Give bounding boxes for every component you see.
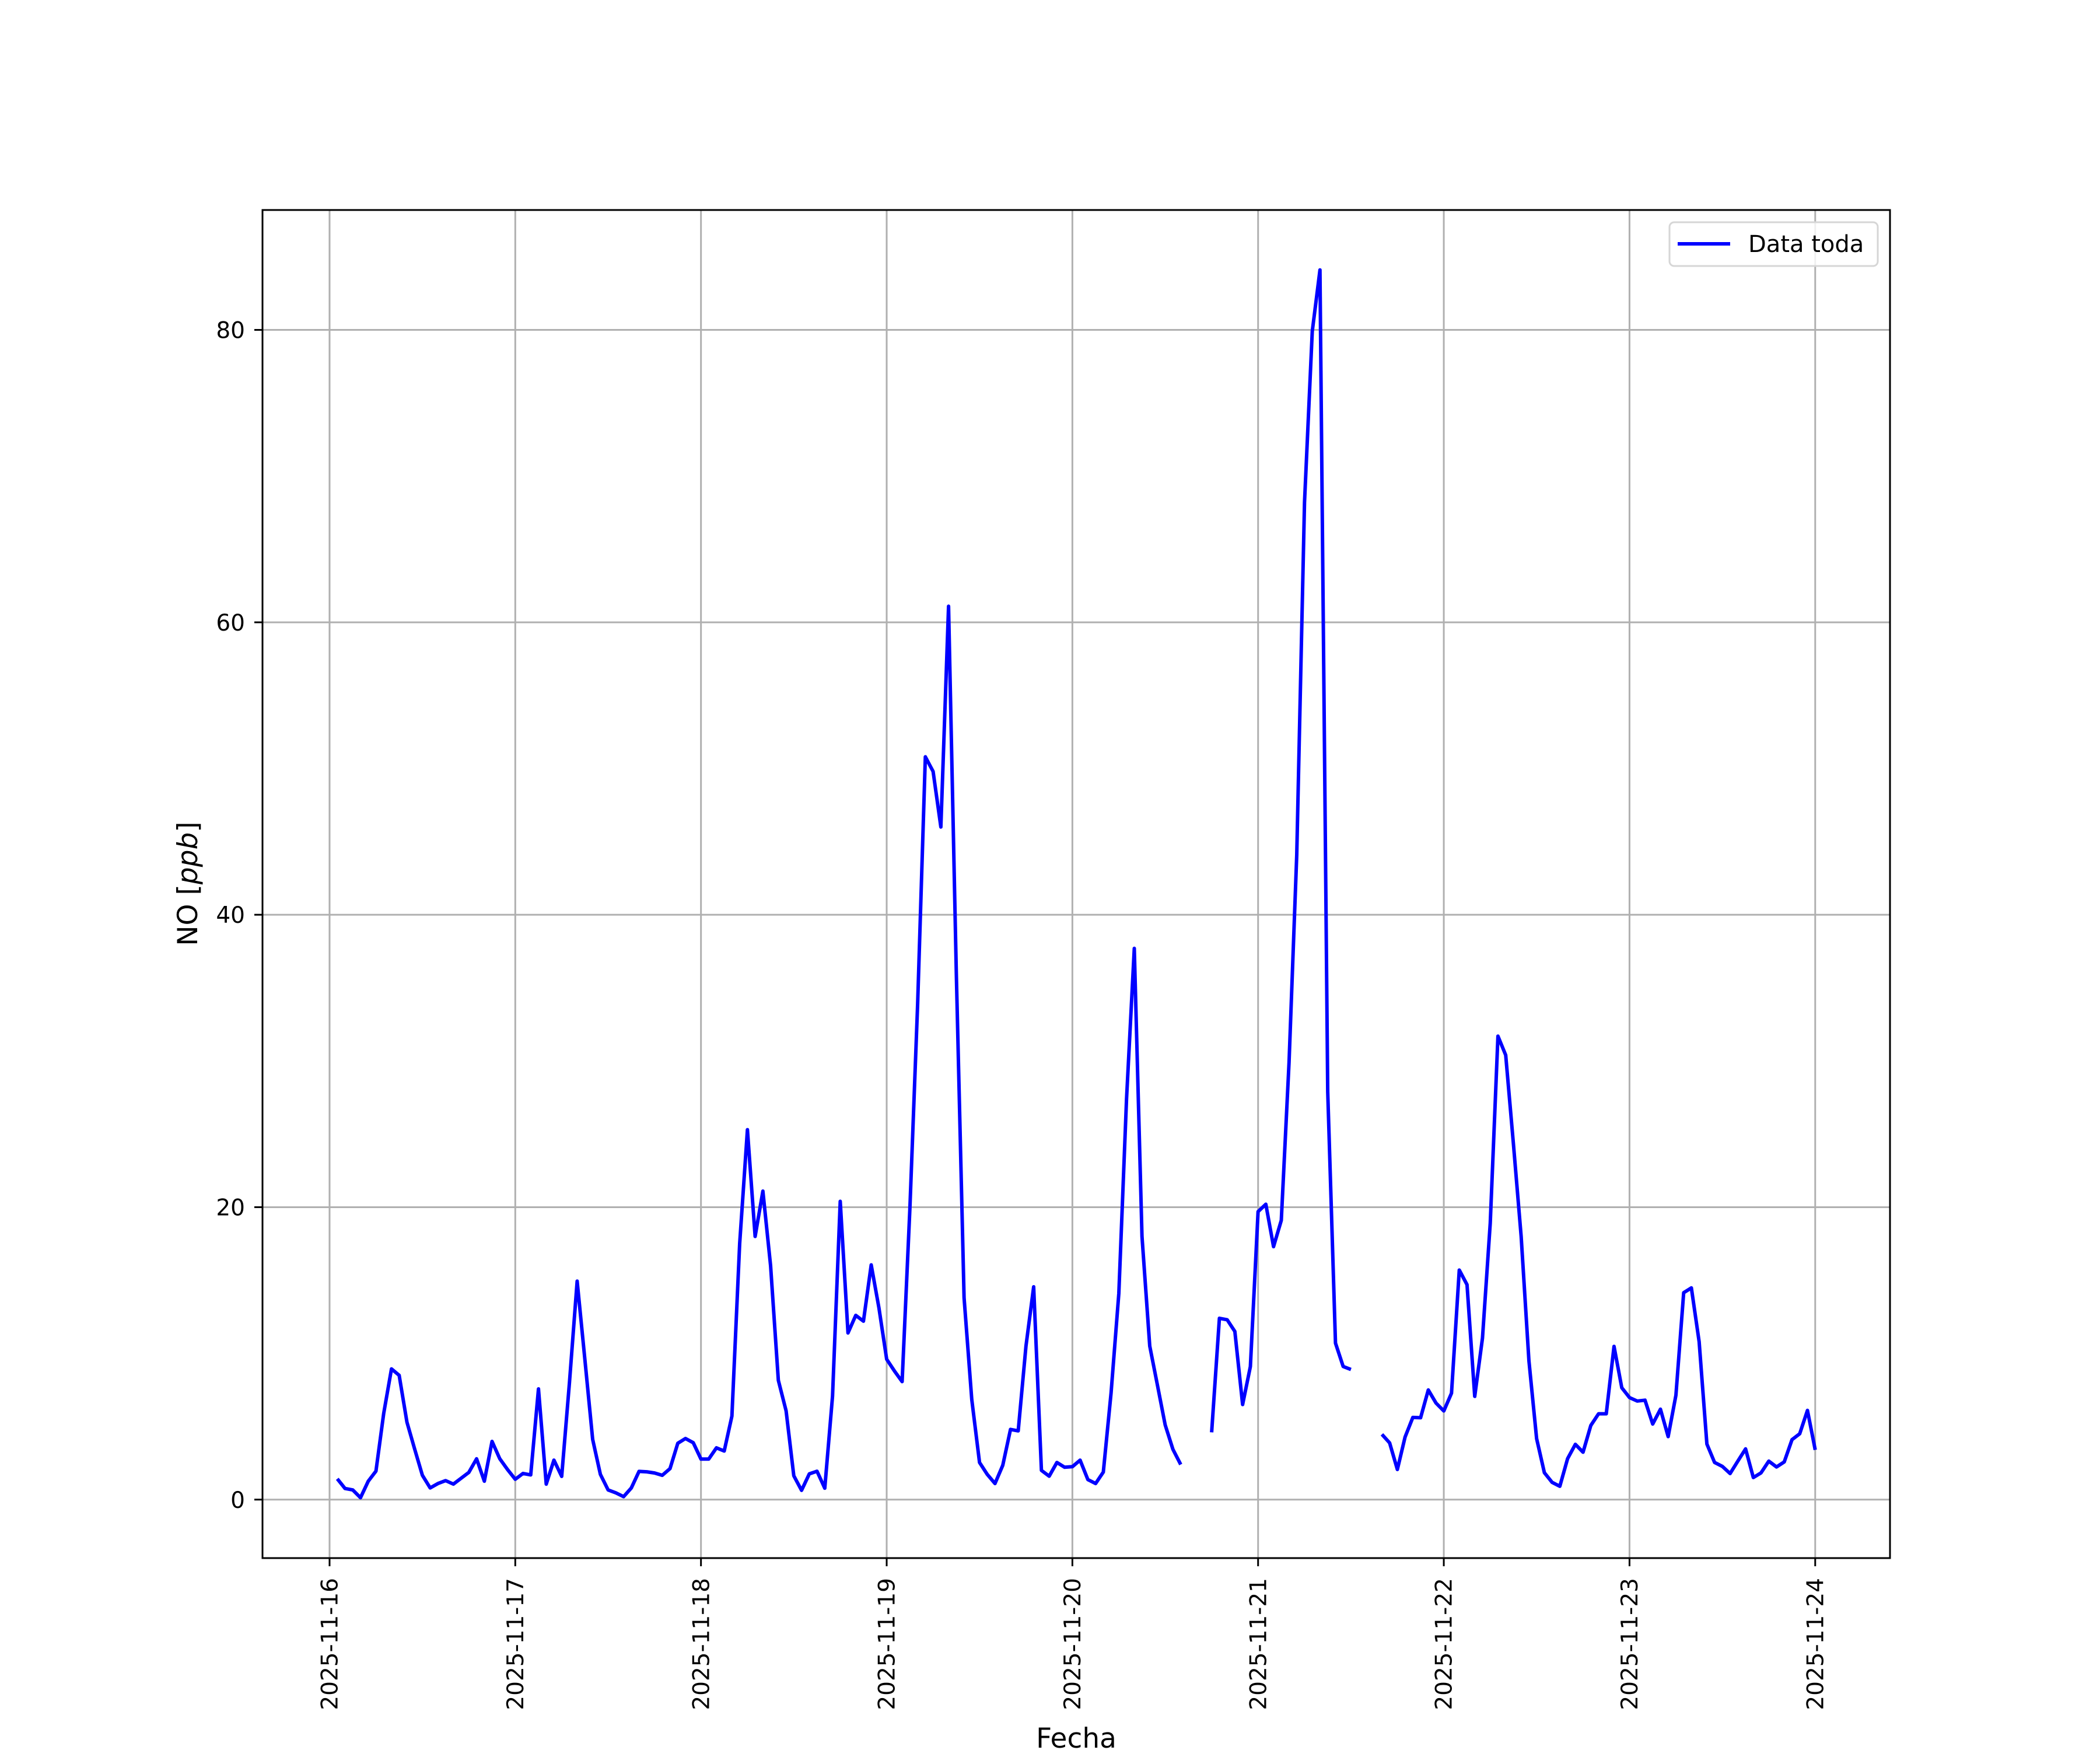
y-tick-label: 20 xyxy=(216,1195,245,1221)
ticks: 2025-11-16 2025-11-17 2025-11-18 2025-11-19… xyxy=(216,318,1829,1710)
x-axis-label: Fecha xyxy=(1036,1723,1116,1750)
series-layer xyxy=(335,268,1817,1500)
legend: Data toda xyxy=(1668,221,1879,267)
grid xyxy=(262,210,1890,1558)
x-tick-label: 2025-11-22 xyxy=(1432,1578,1458,1710)
y-axis-label: NO [ppb] xyxy=(172,821,204,946)
y-axis-label-prefix: NO [ xyxy=(172,884,204,946)
series-line-segment xyxy=(1210,268,1352,1433)
y-tick-label: 60 xyxy=(216,610,245,636)
x-tick-label: 2025-11-24 xyxy=(1803,1578,1829,1710)
y-axis-label-suffix: ] xyxy=(172,821,204,832)
x-tick-label: 2025-11-18 xyxy=(688,1578,715,1710)
y-tick-label: 80 xyxy=(216,318,245,344)
x-tick-label: 2025-11-20 xyxy=(1060,1578,1086,1710)
series-line-segment xyxy=(1380,1034,1817,1488)
y-tick-label: 40 xyxy=(216,902,245,929)
x-tick-label: 2025-11-16 xyxy=(317,1578,344,1710)
axes-frame xyxy=(261,209,1891,1559)
x-tick-label: 2025-11-23 xyxy=(1617,1578,1643,1710)
x-tick-label: 2025-11-21 xyxy=(1245,1578,1272,1710)
series-line-segment xyxy=(335,604,1182,1500)
legend-box xyxy=(1668,221,1879,267)
x-tick-label: 2025-11-17 xyxy=(503,1578,529,1710)
y-tick-label: 0 xyxy=(230,1488,245,1514)
x-tick-label: 2025-11-19 xyxy=(874,1578,901,1710)
y-axis-label-unit: ppb xyxy=(172,832,204,886)
legend-label: Data toda xyxy=(1748,231,1864,258)
